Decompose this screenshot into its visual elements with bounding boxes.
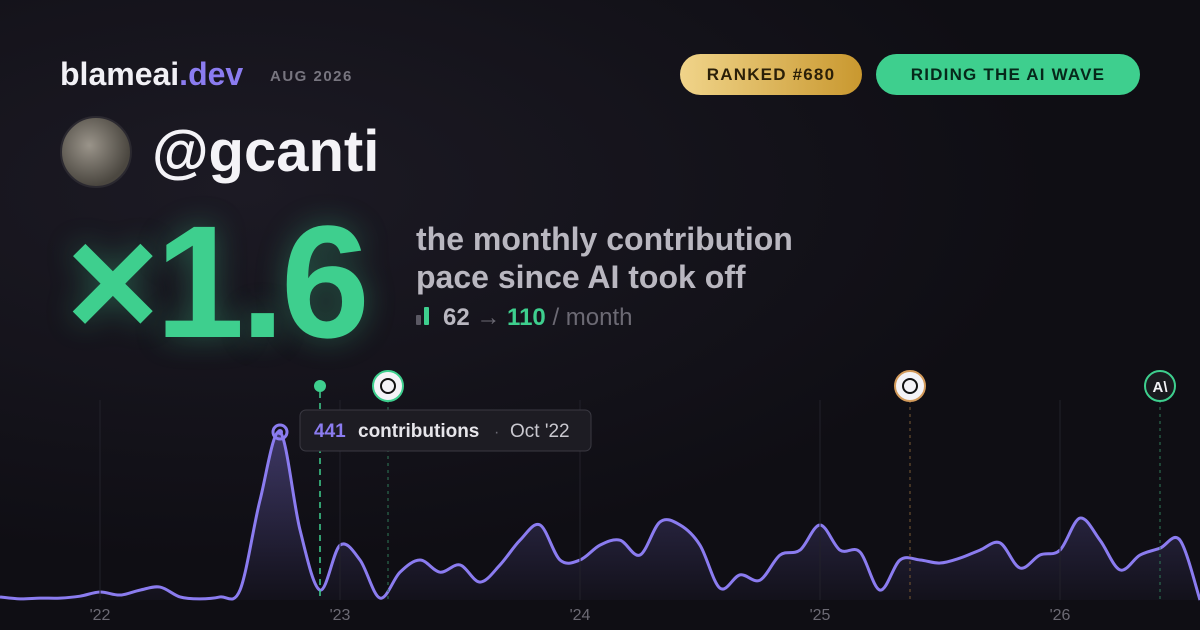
description-line: the monthly contribution (416, 221, 793, 257)
rank-badge: RANKED #680 (680, 54, 862, 95)
wave-badge: RIDING THE AI WAVE (876, 54, 1140, 95)
before: 62 (443, 304, 470, 331)
avatar (60, 116, 132, 188)
event-icon (1144, 370, 1176, 402)
brand: blameai.dev (60, 56, 243, 93)
brand-name: blameai (60, 56, 180, 92)
description-line: pace since AI took off (416, 259, 746, 295)
line (0, 430, 1200, 601)
tooltip-box (299, 409, 592, 452)
after: 110 (507, 304, 546, 331)
x-tick-label: '26 (1050, 607, 1071, 624)
arrow: → (476, 304, 501, 331)
x-tick-label: '23 (330, 607, 351, 624)
event-icon (380, 378, 396, 394)
peak-marker (271, 423, 289, 441)
x-tick-label: '24 (570, 607, 591, 624)
tooltip-value: 441 (314, 421, 346, 442)
event-icon (894, 370, 926, 402)
tooltip-text: contributions (358, 421, 479, 442)
unit: / month (552, 304, 633, 331)
area (0, 431, 1200, 600)
bar-icon (416, 315, 421, 325)
x-tick-label: '22 (90, 607, 111, 624)
tooltip-date: Oct '22 (510, 421, 570, 442)
event-dot (314, 380, 326, 392)
tooltip-separator: · (494, 424, 499, 441)
peak-marker-dot (277, 429, 283, 435)
event-icon (902, 378, 918, 394)
event-icon (372, 370, 404, 402)
description: the monthly contribution pace since AI to… (416, 220, 793, 296)
pace-stats: 62 → 110 / month (416, 304, 632, 332)
tooltip: 441 contributions · Oct '22 (299, 409, 592, 452)
period: AUG 2026 (270, 68, 353, 85)
username: @gcanti (152, 119, 380, 184)
event-label: A\ (1153, 379, 1169, 396)
x-tick-label: '25 (810, 607, 831, 624)
brand-tld: .dev (179, 56, 244, 92)
series: '22 '23 '24 '25 '26 (0, 423, 1200, 624)
bar-icon (424, 307, 429, 325)
multiplier: ×1.6 (66, 192, 370, 371)
